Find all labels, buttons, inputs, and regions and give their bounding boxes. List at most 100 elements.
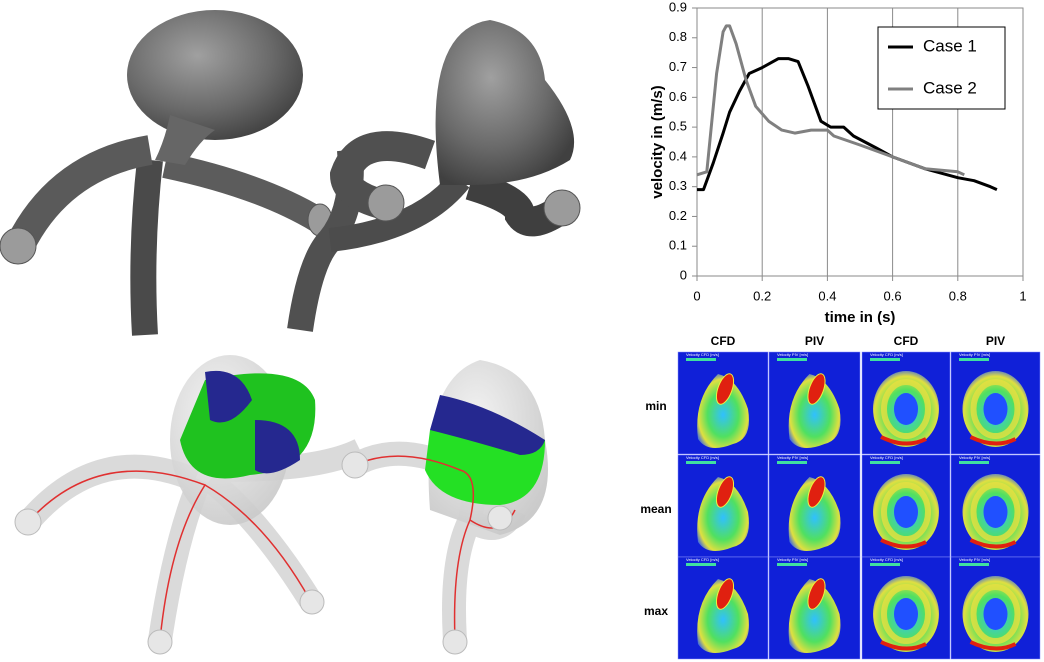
y-tick-label: 0.5 [669,119,687,134]
vessel-render [0,10,333,336]
line-series [696,24,965,177]
flow-panel: Velocity PIV [m/s] [768,454,861,558]
legend-label: Case 1 [923,36,977,55]
column-header: CFD [711,334,736,348]
legend-box [877,26,1006,110]
vessel-render [341,360,548,655]
y-tick-label: 0.1 [669,238,687,253]
column-header: CFD [894,334,919,348]
colorbar-title: Velocity PIV [m/s] [777,557,808,562]
vessel-render [14,355,366,655]
colorbar [959,563,989,566]
flow-blob [697,579,749,653]
flow-panel: Velocity PIV [m/s] [950,556,1041,660]
x-tick-label: 1 [1019,288,1026,303]
flow-panel: Velocity PIV [m/s] [950,454,1041,558]
y-tick-label: 0.6 [669,89,687,104]
vessel-render [287,20,581,332]
row-header: mean [640,502,671,516]
flow-panel: Velocity CFD [m/s] [677,454,769,558]
x-tick-label: 0.2 [753,288,771,303]
y-tick-label: 0.3 [669,178,687,193]
flow-ring-inner [970,482,1021,542]
jet-core [807,476,826,508]
flow-ring-core [983,598,1008,630]
flow-blob [788,579,841,653]
flow-ring-inner [881,379,931,439]
flow-blob [697,374,749,448]
y-tick-label: 0.8 [669,29,687,44]
colorbar [870,358,900,361]
colorbar-title: Velocity CFD [m/s] [870,455,903,460]
jet-core [715,578,735,610]
colorbar-title: Velocity CFD [m/s] [870,352,903,357]
colorbar-title: Velocity PIV [m/s] [959,352,990,357]
column-header: PIV [986,334,1005,348]
flow-ring-inner [970,584,1021,644]
flow-ring-inner [881,584,931,644]
flow-edge [969,538,1017,549]
flow-panel: Velocity CFD [m/s] [861,454,951,558]
row-header: max [644,604,668,618]
flow-panel: Velocity PIV [m/s] [768,351,861,455]
flow-edge [969,435,1017,446]
flow-ring-inner [970,379,1021,439]
jet-core [807,373,826,405]
colorbar [686,358,716,361]
y-tick-label: 0.9 [669,0,687,14]
flow-ring-core [894,598,918,630]
flow-edge [880,640,927,651]
jet-core [715,476,735,508]
jet-core [715,373,735,405]
line-series [697,57,998,192]
jet-core [807,578,826,610]
flow-ring-core [894,393,918,425]
flow-panel: Velocity PIV [m/s] [950,351,1041,455]
flow-blob [788,477,841,551]
flow-blob [697,477,749,551]
flow-panel: Velocity CFD [m/s] [677,351,769,455]
flow-panel: Velocity CFD [m/s] [861,556,951,660]
y-tick-label: 0.2 [669,208,687,223]
colorbar-title: Velocity PIV [m/s] [959,557,990,562]
flow-edge [969,640,1017,651]
colorbar [777,563,807,566]
flow-ring-core [983,496,1008,528]
flow-edge [880,538,927,549]
flow-ring-core [983,393,1008,425]
colorbar [959,358,989,361]
x-tick-label: 0.6 [884,288,902,303]
x-tick-label: 0.8 [949,288,967,303]
y-axis-label: velocity in (m/s) [649,85,666,198]
flow-panel: Velocity PIV [m/s] [768,556,861,660]
y-tick-label: 0.7 [669,59,687,74]
colorbar [777,358,807,361]
column-header: PIV [805,334,824,348]
colorbar-title: Velocity CFD [m/s] [686,455,719,460]
x-tick-label: 0 [693,288,700,303]
row-header: min [645,399,666,413]
y-tick-label: 0 [680,267,687,282]
x-axis-label: time in (s) [825,309,896,326]
colorbar [777,461,807,464]
flow-blob [788,374,841,448]
legend-label: Case 2 [923,78,977,97]
colorbar [686,563,716,566]
colorbar [870,563,900,566]
flow-edge [880,435,927,446]
colorbar-title: Velocity CFD [m/s] [686,352,719,357]
colorbar-title: Velocity CFD [m/s] [870,557,903,562]
flow-panel: Velocity CFD [m/s] [861,351,951,455]
flow-ring-inner [881,482,931,542]
colorbar [959,461,989,464]
x-tick-label: 0.4 [818,288,836,303]
colorbar-title: Velocity PIV [m/s] [777,352,808,357]
colorbar [870,461,900,464]
flow-panel: Velocity CFD [m/s] [677,556,769,660]
y-tick-label: 0.4 [669,148,687,163]
flow-ring-core [894,496,918,528]
colorbar-title: Velocity PIV [m/s] [777,455,808,460]
colorbar-title: Velocity CFD [m/s] [686,557,719,562]
